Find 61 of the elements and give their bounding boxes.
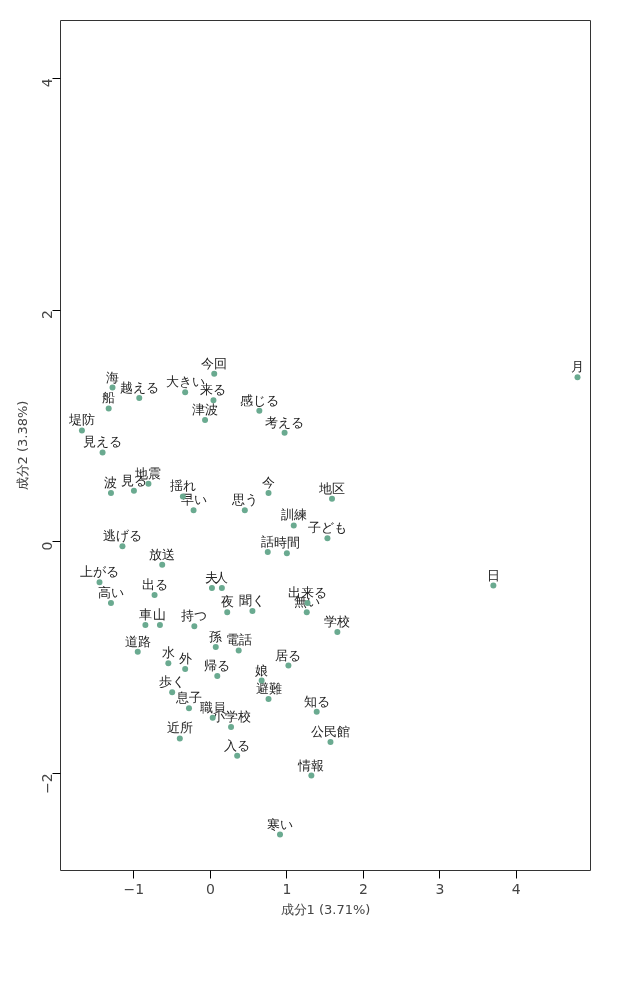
annotation: 情報 — [297, 757, 325, 773]
y-tick-label: −2 — [39, 773, 56, 794]
annotation: 帰る — [204, 657, 231, 673]
annotation: 公民館 — [310, 723, 350, 739]
annotation: 月 — [571, 359, 584, 375]
annotation: 思う — [230, 492, 258, 508]
x-axis-title: 成分1 (3.71%) — [280, 901, 371, 917]
annotation: 聞く — [239, 593, 266, 609]
x-tick-label: −1 — [123, 880, 145, 897]
annotation: 居る — [275, 647, 302, 663]
annotation: 津波 — [192, 402, 219, 418]
annotation: 息子 — [174, 690, 202, 706]
x-tick-label: 4 — [511, 880, 521, 897]
annotation: 近所 — [166, 720, 193, 736]
y-tick-label: 2 — [39, 309, 56, 319]
annotation: 地区 — [318, 480, 345, 496]
x-tick-label: 2 — [358, 880, 368, 897]
annotation: 感じる — [239, 392, 279, 408]
annotation: 入る — [224, 737, 251, 753]
annotation: 越える — [119, 380, 159, 396]
annotation: 日 — [486, 567, 500, 583]
annotation: 上がる — [80, 564, 119, 580]
annotation: 夜 — [220, 594, 234, 610]
y-tick-label: 0 — [39, 541, 56, 551]
annotation: 道路 — [124, 633, 151, 649]
annotation: 歩く — [159, 674, 186, 690]
annotation: 出る — [141, 576, 168, 592]
annotation: 子ども — [307, 520, 347, 536]
annotation: 今 — [262, 474, 276, 490]
annotation: 放送 — [149, 546, 176, 562]
annotation: 学校 — [324, 613, 351, 629]
annotation: 波 — [104, 474, 118, 490]
annotation: 考える — [265, 414, 305, 430]
annotation: 訓練 — [280, 507, 307, 523]
annotation: 船 — [102, 390, 116, 406]
annotation: 寒い — [266, 816, 293, 832]
annotation: 水 — [161, 645, 175, 661]
annotation: 話 — [261, 534, 275, 550]
annotation: 人 — [215, 569, 229, 585]
x-tick-label: 3 — [435, 880, 445, 897]
x-tick-label: 0 — [205, 880, 215, 897]
annotation: 知る — [303, 693, 330, 709]
annotation: 山 — [153, 607, 167, 622]
y-tick-label: 4 — [39, 78, 56, 88]
annotation: 今回 — [201, 355, 228, 371]
annotation: 堤防 — [67, 412, 95, 428]
annotation: 逃げる — [102, 528, 142, 544]
annotation: 見える — [83, 434, 123, 450]
annotation: 揺れ — [169, 478, 196, 494]
annotation: 電話 — [225, 632, 252, 648]
x-tick-label: 1 — [282, 880, 292, 897]
annotation: 高い — [97, 584, 124, 600]
y-axis-title: 成分2 (3.38%) — [14, 400, 30, 491]
annotation: 外 — [178, 651, 192, 666]
annotation: 海 — [106, 369, 120, 385]
annotation: 時間 — [273, 535, 300, 551]
annotation: 車 — [138, 607, 152, 622]
annotation: 孫 — [209, 629, 223, 644]
annotation: 娘 — [255, 662, 269, 678]
annotation: 持つ — [181, 608, 208, 624]
annotation: 避難 — [255, 681, 282, 697]
